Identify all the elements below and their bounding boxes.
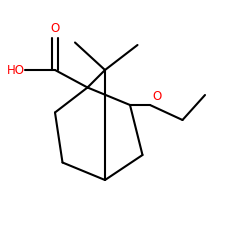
Text: HO: HO [7,64,25,76]
Text: O: O [152,90,162,102]
Text: O: O [50,22,60,35]
